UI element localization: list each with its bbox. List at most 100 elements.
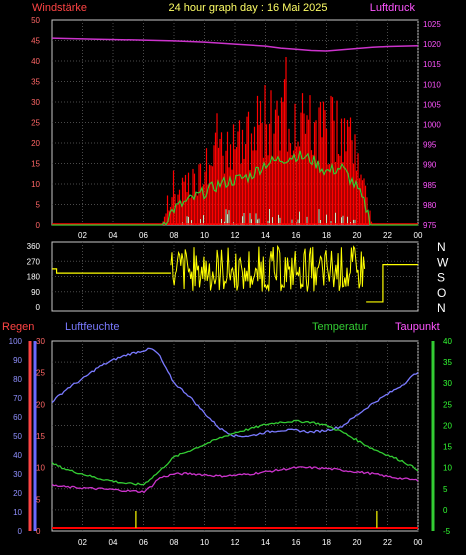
compass-label: N — [437, 240, 446, 254]
top-time-tick-label: 06 — [139, 231, 148, 240]
top-time-tick-label: 16 — [292, 231, 301, 240]
rain-axis-ticks: 30 25 20 15 10 5 0 — [36, 337, 45, 536]
rain-tick-label: 0 — [36, 527, 41, 536]
wind-average-line — [52, 150, 418, 226]
wind-tick-label: 15 — [31, 160, 40, 169]
rain-series — [52, 511, 418, 529]
rain-tick-label: 5 — [36, 495, 41, 504]
pressure-tick-label: 1020 — [423, 40, 441, 49]
top-time-tick-label: 12 — [231, 231, 240, 240]
chart-title: 24 hour graph day : 16 Mai 2025 — [168, 2, 327, 14]
temperature-humidity-series — [51, 347, 419, 494]
direction-degree-label: 0 — [36, 303, 41, 312]
rain-tick-label: 10 — [36, 464, 45, 473]
wind-tick-label: 30 — [31, 98, 40, 107]
humidity-tick-label: 20 — [13, 489, 22, 498]
pressure-tick-label: 995 — [423, 141, 437, 150]
wind-tick-label: 40 — [31, 57, 40, 66]
humidity-tick-label: 10 — [13, 508, 22, 517]
temperature-tick-label: 5 — [443, 485, 448, 494]
wind-direction-late-line — [366, 264, 418, 303]
wind-tick-label: 25 — [31, 119, 40, 128]
bottom-time-tick-label: 22 — [383, 538, 392, 547]
pressure-tick-label: 1010 — [423, 80, 441, 89]
humidity-line — [51, 347, 419, 438]
dewpoint-line — [51, 465, 419, 494]
direction-degree-label: 180 — [27, 273, 41, 282]
compass-label: O — [437, 286, 446, 300]
temperature-tick-label: 20 — [443, 421, 452, 430]
humidity-tick-label: 30 — [13, 470, 22, 479]
temperature-tick-label: 0 — [443, 506, 448, 515]
rain-legend-label: Regen — [2, 321, 34, 333]
wind-tick-label: 5 — [36, 201, 41, 210]
pressure-tick-label: 980 — [423, 201, 437, 210]
compass-label: W — [437, 255, 449, 269]
temperature-tick-label: 40 — [443, 337, 452, 346]
wind-axis-label: Windstärke — [32, 2, 87, 14]
wind-direction-line — [52, 268, 171, 274]
top-time-tick-label: 02 — [78, 231, 87, 240]
wind-tick-label: 10 — [31, 180, 40, 189]
top-time-tick-label: 14 — [261, 231, 270, 240]
humidity-tick-label: 50 — [13, 432, 22, 441]
top-time-tick-label: 18 — [322, 231, 331, 240]
direction-degree-label: 360 — [27, 242, 41, 251]
bottom-time-tick-label: 18 — [322, 538, 331, 547]
bottom-time-tick-label: 10 — [200, 538, 209, 547]
dewpoint-legend-label: Taupunkt — [395, 321, 440, 333]
top-time-tick-label: 04 — [109, 231, 118, 240]
bottom-time-tick-label: 20 — [353, 538, 362, 547]
temperature-tick-label: -5 — [443, 527, 451, 536]
pressure-tick-label: 985 — [423, 181, 437, 190]
wind-gust-bars — [52, 57, 418, 225]
wind-tick-label: 0 — [36, 221, 41, 230]
wind-direction-scatter — [170, 244, 366, 292]
temperature-tick-label: 15 — [443, 443, 452, 452]
wind-tick-label: 50 — [31, 16, 40, 25]
pressure-line — [51, 37, 419, 52]
top-time-tick-label: 22 — [383, 231, 392, 240]
rain-tick-label: 20 — [36, 400, 45, 409]
bottom-time-tick-label: 04 — [109, 538, 118, 547]
pressure-tick-label: 1025 — [423, 20, 441, 29]
bottom-time-tick-label: 12 — [231, 538, 240, 547]
pressure-tick-label: 1005 — [423, 100, 441, 109]
bottom-time-tick-label: 02 — [78, 538, 87, 547]
temperature-tick-label: 25 — [443, 400, 452, 409]
pressure-axis-ticks: 1025 1020 1015 1010 1005 1000 995 990 985 980 975 — [423, 20, 441, 230]
top-time-axis: 02 04 06 08 10 12 14 16 18 20 22 00 — [78, 231, 423, 240]
pressure-tick-label: 1015 — [423, 60, 441, 69]
rain-tick-label: 15 — [36, 432, 45, 441]
temperature-tick-label: 10 — [443, 464, 452, 473]
pressure-tick-label: 990 — [423, 161, 437, 170]
wind-tick-label: 45 — [31, 37, 40, 46]
bottom-time-axis: 02 04 06 08 10 12 14 16 18 20 22 00 — [78, 538, 423, 547]
pressure-axis-label: Luftdruck — [370, 2, 416, 14]
bottom-time-tick-label: 16 — [292, 538, 301, 547]
humidity-tick-label: 60 — [13, 413, 22, 422]
humidity-tick-label: 70 — [13, 394, 22, 403]
direction-degree-label: 90 — [31, 288, 40, 297]
top-time-tick-label: 08 — [170, 231, 179, 240]
top-time-tick-label: 10 — [200, 231, 209, 240]
wind-direction-series — [52, 264, 418, 303]
bottom-time-tick-label: 14 — [261, 538, 270, 547]
top-time-tick-label: 00 — [414, 231, 423, 240]
temperature-legend-label: Temperatur — [312, 321, 368, 333]
humidity-tick-label: 0 — [18, 527, 23, 536]
direction-degree-label: 270 — [27, 257, 41, 266]
bottom-time-tick-label: 08 — [170, 538, 179, 547]
bottom-time-tick-label: 06 — [139, 538, 148, 547]
top-time-tick-label: 20 — [353, 231, 362, 240]
temperature-line — [51, 419, 419, 486]
humidity-tick-label: 100 — [9, 337, 23, 346]
pressure-tick-label: 1000 — [423, 121, 441, 130]
pressure-tick-label: 975 — [423, 221, 437, 230]
